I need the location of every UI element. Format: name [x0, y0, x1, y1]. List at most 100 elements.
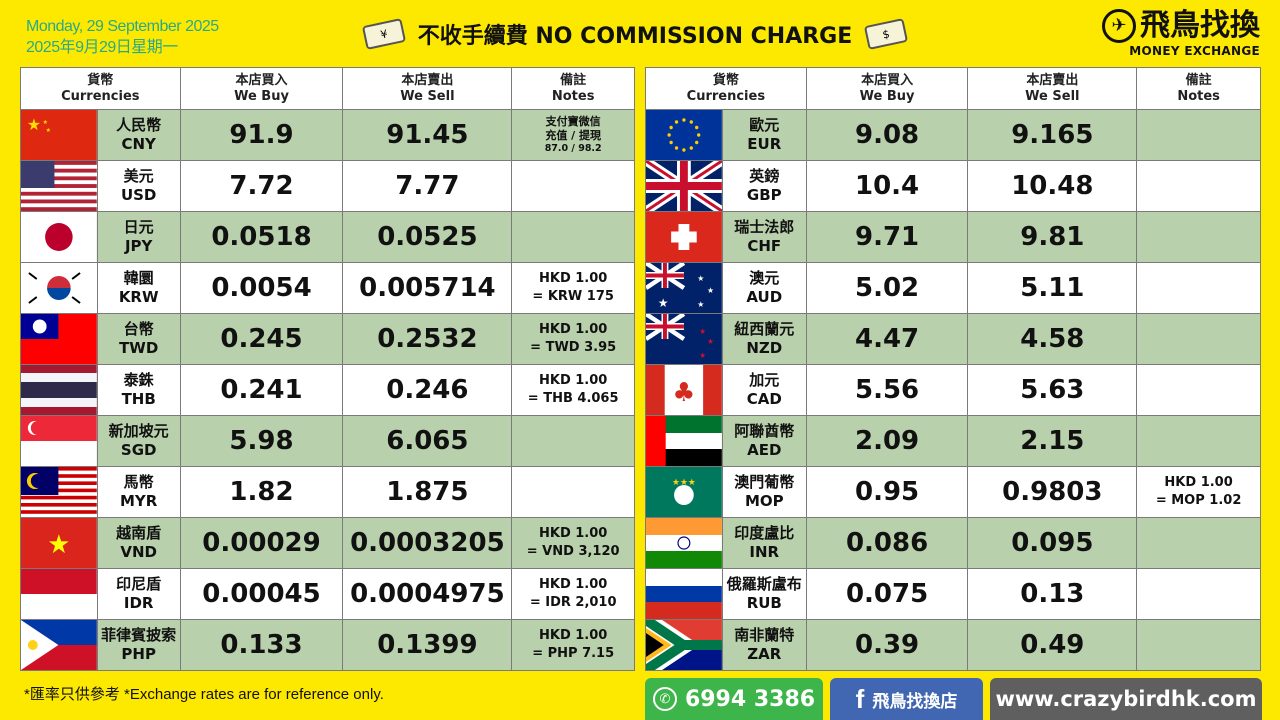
note-line: = PHP 7.15 [532, 646, 615, 661]
col-currency: 貨幣 Currencies [645, 67, 807, 110]
rate-row-gbp: 英鎊 GBP 10.4 10.48 [645, 160, 1261, 212]
money-icon: $ [864, 18, 909, 50]
rate-row-sgd: 新加坡元 SGD 5.98 6.065 [20, 415, 635, 467]
buy-rate: 0.075 [805, 568, 969, 620]
buy-rate: 0.39 [805, 619, 969, 671]
buy-rate: 1.82 [179, 466, 344, 518]
note-small: 87.0 / 98.2 [544, 143, 602, 154]
notes-cell: HKD 1.00 = PHP 7.15 [511, 619, 635, 671]
plane-icon: ✈ [1102, 9, 1136, 43]
note-line: = IDR 2,010 [529, 595, 617, 610]
rate-row-inr: 印度盧比 INR 0.086 0.095 [645, 517, 1261, 569]
facebook-label: 飛鳥找換店 [872, 691, 958, 712]
currency-name: 美元 USD [96, 160, 181, 212]
currency-name: 南非蘭特 ZAR [721, 619, 807, 671]
buy-rate: 7.72 [179, 160, 344, 212]
currency-name: 新加坡元 SGD [96, 415, 181, 467]
rate-row-chf: 瑞士法郎 CHF 9.71 9.81 [645, 211, 1261, 263]
note-line: HKD 1.00 [538, 526, 608, 541]
sell-rate: 0.095 [967, 517, 1138, 569]
sell-rate: 10.48 [967, 160, 1138, 212]
note-line: 充值 / 提現 [545, 129, 602, 142]
date-en: Monday, 29 September 2025 [26, 18, 219, 35]
currency-name: 泰銖 THB [96, 364, 181, 416]
sell-rate: 1.875 [342, 466, 513, 518]
date-zh: 2025年9月29日星期一 [26, 39, 178, 56]
website-link[interactable]: www.crazybirdhk.com [990, 678, 1262, 720]
note-line: = TWD 3.95 [530, 340, 617, 355]
buy-rate: 0.0518 [179, 211, 344, 263]
buy-rate: 0.00045 [179, 568, 344, 620]
svg-text:★: ★ [658, 296, 669, 310]
notes-cell [511, 160, 635, 212]
currency-name: 加元 CAD [721, 364, 807, 416]
notes-cell [1136, 160, 1261, 212]
col-sell: 本店賣出 We Sell [967, 67, 1138, 110]
rate-row-twd: 台幣 TWD 0.245 0.2532 HKD 1.00 = TWD 3.95 [20, 313, 635, 365]
notes-cell [1136, 568, 1261, 620]
vn-flag-icon: ★ [20, 517, 98, 569]
sell-rate: 2.15 [967, 415, 1138, 467]
logo: ✈ 飛鳥找換 MONEY EXCHANGE [1102, 8, 1260, 58]
currency-name: 阿聯酋幣 AED [721, 415, 807, 467]
sell-rate: 0.13 [967, 568, 1138, 620]
au-flag-icon: ★ ★ ★ ★ [645, 262, 723, 314]
sell-rate: 0.0525 [342, 211, 513, 263]
buy-rate: 0.0054 [179, 262, 344, 314]
notes-cell: HKD 1.00 = KRW 175 [511, 262, 635, 314]
sell-rate: 0.0003205 [342, 517, 513, 569]
sg-flag-icon [20, 415, 98, 467]
logo-zh: 飛鳥找換 [1140, 8, 1260, 43]
cn-flag-icon: ★ ★ ★ [20, 109, 98, 161]
money-icon: ¥ [361, 18, 406, 50]
rate-row-myr: 馬幣 MYR 1.82 1.875 [20, 466, 635, 518]
rate-row-aed: 阿聯酋幣 AED 2.09 2.15 [645, 415, 1261, 467]
sell-rate: 9.165 [967, 109, 1138, 161]
buy-rate: 5.02 [805, 262, 969, 314]
buy-rate: 0.086 [805, 517, 969, 569]
col-notes: 備註 Notes [1136, 67, 1261, 110]
sell-rate: 6.065 [342, 415, 513, 467]
eu-flag-icon [645, 109, 723, 161]
notes-cell [1136, 415, 1261, 467]
tw-flag-icon [20, 313, 98, 365]
svg-text:★: ★ [707, 337, 714, 346]
whatsapp-button[interactable]: ✆ 6994 3386 [645, 678, 823, 720]
rate-row-eur: 歐元 EUR 9.08 9.165 [645, 109, 1261, 161]
col-notes: 備註 Notes [511, 67, 635, 110]
facebook-button[interactable]: f 飛鳥找換店 [830, 678, 983, 720]
currency-name: 澳門葡幣 MOP [721, 466, 807, 518]
buy-rate: 5.98 [179, 415, 344, 467]
svg-text:★: ★ [47, 530, 70, 560]
th-flag-icon [20, 364, 98, 416]
notes-cell: HKD 1.00 = THB 4.065 [511, 364, 635, 416]
notes-cell [511, 415, 635, 467]
currency-name: 菲律賓披索 PHP [96, 619, 181, 671]
currency-name: 歐元 EUR [721, 109, 807, 161]
currency-name: 韓圜 KRW [96, 262, 181, 314]
sell-rate: 0.246 [342, 364, 513, 416]
notes-cell [1136, 109, 1261, 161]
us-flag-icon [20, 160, 98, 212]
rates-table-right: 貨幣 Currencies 本店買入 We Buy 本店賣出 We Sell 備註 Notes… [645, 67, 1261, 671]
ru-flag-icon [645, 568, 723, 620]
sell-rate: 0.2532 [342, 313, 513, 365]
currency-name: 英鎊 GBP [721, 160, 807, 212]
jp-flag-icon [20, 211, 98, 263]
rate-row-thb: 泰銖 THB 0.241 0.246 HKD 1.00 = THB 4.065 [20, 364, 635, 416]
rate-row-zar: 南非蘭特 ZAR 0.39 0.49 [645, 619, 1261, 671]
col-buy: 本店買入 We Buy [179, 67, 344, 110]
ca-flag-icon: ♣ [645, 364, 723, 416]
buy-rate: 0.95 [805, 466, 969, 518]
notes-cell [1136, 211, 1261, 263]
buy-rate: 9.71 [805, 211, 969, 263]
facebook-icon: f [855, 683, 865, 714]
rate-row-usd: 美元 USD 7.72 7.77 [20, 160, 635, 212]
buy-rate: 2.09 [805, 415, 969, 467]
rate-row-mop: ★★★ 澳門葡幣 MOP 0.95 0.9803 HKD 1.00 = MOP 1.… [645, 466, 1261, 518]
currency-name: 馬幣 MYR [96, 466, 181, 518]
svg-text:★: ★ [699, 327, 706, 336]
date: Monday, 29 September 2025 2025年9月29日星期一 [26, 16, 219, 58]
ae-flag-icon [645, 415, 723, 467]
notes-cell [1136, 364, 1261, 416]
